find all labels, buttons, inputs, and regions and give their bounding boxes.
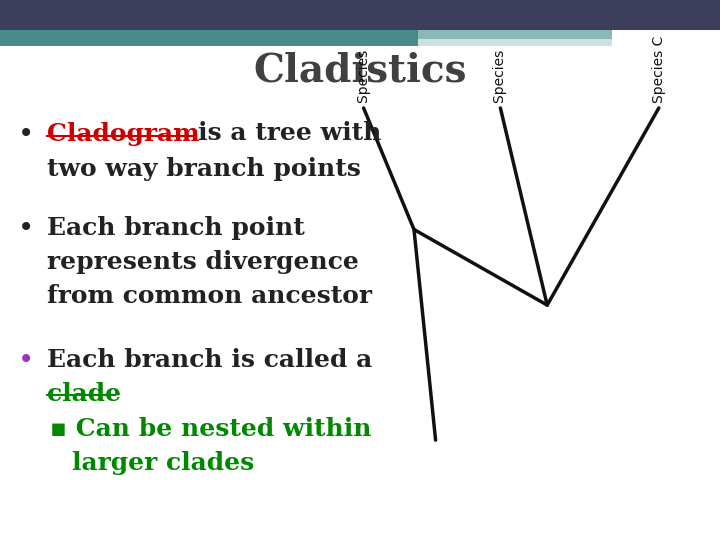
Text: Species C: Species C [652, 35, 666, 103]
Text: Each branch point: Each branch point [47, 216, 305, 240]
Text: Cladogram: Cladogram [47, 122, 199, 145]
Text: •: • [18, 122, 35, 148]
Text: from common ancestor: from common ancestor [47, 284, 372, 308]
Polygon shape [0, 0, 720, 30]
Text: ▪ Can be nested within: ▪ Can be nested within [50, 417, 372, 441]
Polygon shape [0, 30, 418, 46]
Text: •: • [18, 216, 35, 243]
Text: Species B: Species B [493, 35, 508, 103]
Text: larger clades: larger clades [72, 451, 254, 475]
Text: clade: clade [47, 382, 121, 406]
Text: is a tree with: is a tree with [198, 122, 382, 145]
Text: Species A: Species A [356, 36, 371, 103]
Text: two way branch points: two way branch points [47, 157, 361, 180]
Polygon shape [418, 39, 612, 46]
Text: •: • [18, 348, 35, 375]
Polygon shape [418, 30, 612, 39]
Text: Each branch is called a: Each branch is called a [47, 348, 372, 372]
Text: Cladistics: Cladistics [253, 51, 467, 89]
Text: represents divergence: represents divergence [47, 250, 359, 274]
